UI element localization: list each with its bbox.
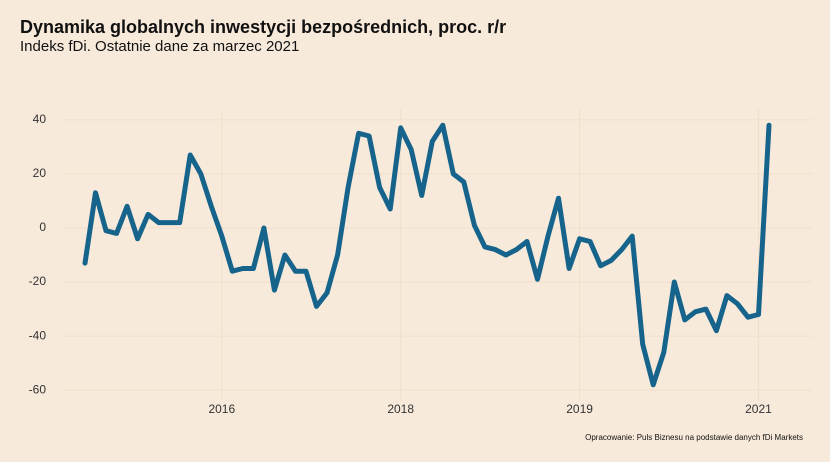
y-tick-label: 0 bbox=[39, 220, 46, 234]
y-tick-label: -40 bbox=[29, 328, 47, 342]
chart-title: Dynamika globalnych inwestycji bezpośred… bbox=[20, 17, 506, 37]
source-note: Opracowanie: Puls Biznesu na podstawie d… bbox=[585, 433, 803, 442]
chart-subtitle: Indeks fDi. Ostatnie dane za marzec 2021 bbox=[20, 38, 299, 55]
x-tick-label: 2016 bbox=[208, 402, 235, 416]
x-tick-label: 2018 bbox=[387, 402, 414, 416]
y-tick-label: 20 bbox=[33, 166, 47, 180]
y-tick-label: 40 bbox=[33, 112, 47, 126]
data-line bbox=[82, 122, 772, 388]
y-tick-label: -60 bbox=[29, 382, 47, 396]
x-tick-label: 2019 bbox=[566, 402, 593, 416]
x-tick-label: 2021 bbox=[745, 402, 772, 416]
y-tick-label: -20 bbox=[29, 274, 47, 288]
